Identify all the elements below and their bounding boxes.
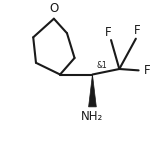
Polygon shape (89, 75, 96, 107)
Text: NH₂: NH₂ (81, 110, 104, 123)
Text: O: O (49, 2, 58, 15)
Text: F: F (105, 26, 112, 39)
Text: F: F (143, 64, 150, 77)
Text: &1: &1 (97, 61, 107, 70)
Text: F: F (134, 24, 141, 37)
